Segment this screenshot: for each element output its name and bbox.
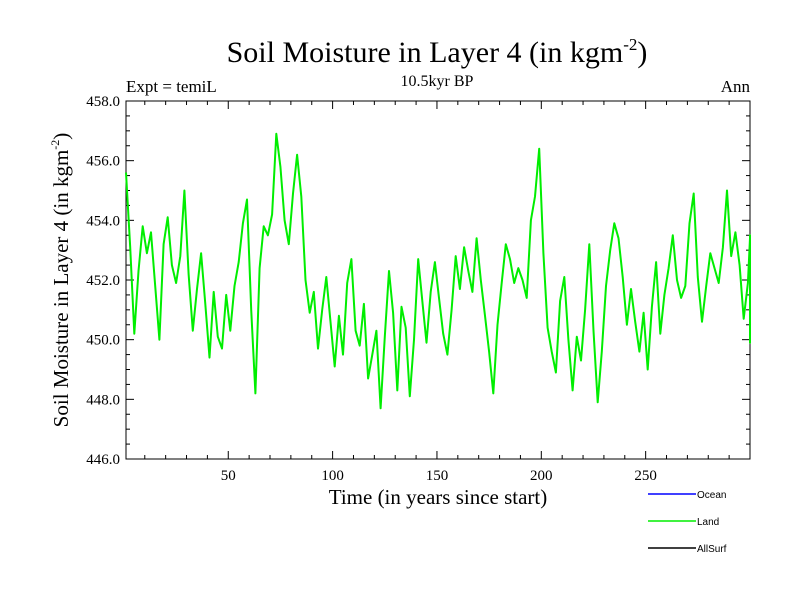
y-tick-label: 446.0 bbox=[86, 452, 120, 468]
y-axis: 446.0 448.0 450.0 452.0 454.0 456.0 458.0 bbox=[86, 94, 750, 468]
legend-label-allsurf: AllSurf bbox=[697, 544, 727, 555]
x-axis: 50 100 150 200 250 bbox=[144, 101, 730, 484]
y-tick-label: 450.0 bbox=[86, 333, 120, 349]
y-tick-label: 452.0 bbox=[86, 273, 120, 289]
land-series-line bbox=[125, 132, 751, 410]
experiment-label: Expt = temiL bbox=[126, 77, 217, 96]
y-tick-label: 454.0 bbox=[86, 213, 120, 229]
chart-title: Soil Moisture in Layer 4 (in kgm-2) bbox=[227, 35, 648, 69]
x-tick-label: 150 bbox=[426, 468, 449, 484]
y-tick-label: 458.0 bbox=[86, 94, 120, 110]
chart-subtitle: 10.5kyr BP bbox=[401, 73, 474, 90]
period-label: Ann bbox=[721, 77, 751, 96]
y-tick-label: 456.0 bbox=[86, 154, 120, 170]
legend-label-ocean: Ocean bbox=[697, 490, 726, 501]
x-tick-label: 100 bbox=[321, 468, 344, 484]
x-tick-label: 200 bbox=[530, 468, 553, 484]
y-tick-label: 448.0 bbox=[86, 392, 120, 408]
x-tick-label: 250 bbox=[634, 468, 657, 484]
x-axis-label: Time (in years since start) bbox=[329, 485, 548, 509]
legend-label-land: Land bbox=[697, 517, 719, 528]
x-tick-label: 50 bbox=[221, 468, 236, 484]
y-axis-label: Soil Moisture in Layer 4 (in kgm-2) bbox=[48, 133, 73, 428]
legend: Ocean Land AllSurf bbox=[648, 490, 727, 555]
